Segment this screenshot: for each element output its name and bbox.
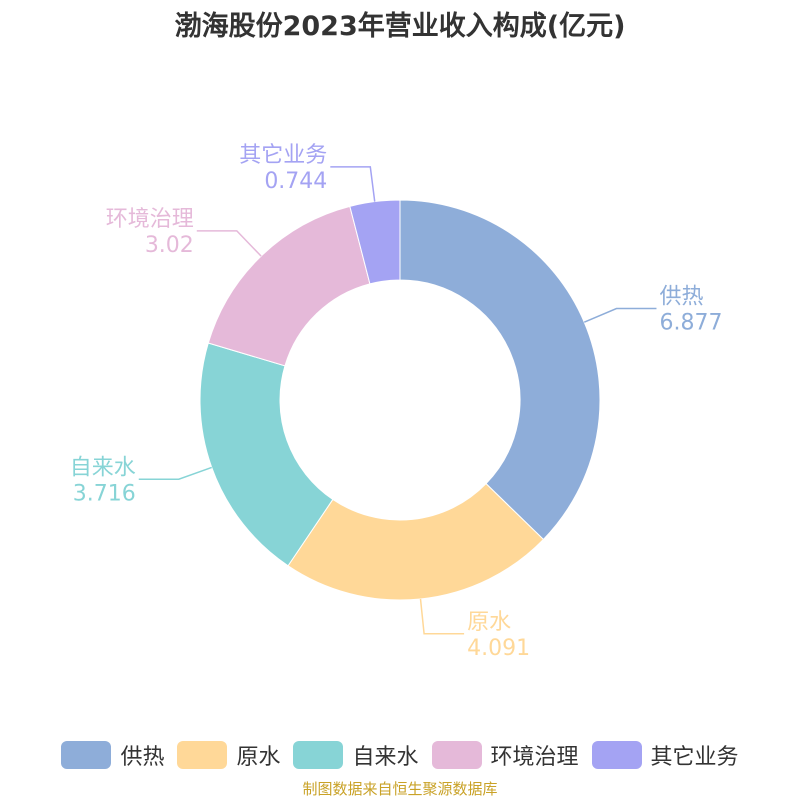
value-label-slice-3: 3.716 bbox=[73, 481, 136, 506]
donut-slice-1[interactable] bbox=[399, 199, 601, 541]
value-label-slice-1: 6.877 bbox=[659, 311, 722, 336]
value-label-slice-2: 4.091 bbox=[467, 636, 530, 661]
donut-slice-3[interactable] bbox=[199, 342, 334, 567]
donut-slice-2[interactable] bbox=[287, 482, 545, 601]
legend-swatch bbox=[431, 741, 482, 769]
leader-line-group bbox=[138, 166, 657, 635]
category-label-slice-2: 原水 bbox=[467, 610, 511, 635]
value-label-slice-5: 0.744 bbox=[264, 169, 327, 194]
legend-item-2[interactable]: 原水 bbox=[177, 739, 280, 771]
legend-label: 供热 bbox=[120, 745, 165, 770]
slice-group bbox=[199, 199, 601, 601]
leader-line-slice-2 bbox=[419, 598, 465, 635]
legend-label: 环境治理 bbox=[490, 745, 579, 770]
legend: 供热 原水 自来水 环境治理 其它业务 bbox=[0, 737, 800, 773]
category-label-slice-4: 环境治理 bbox=[106, 207, 194, 232]
value-label-slice-4: 3.02 bbox=[145, 233, 194, 258]
category-label-slice-1: 供热 bbox=[659, 285, 703, 310]
leader-line-slice-4 bbox=[196, 230, 262, 257]
legend-item-4[interactable]: 环境治理 bbox=[431, 739, 579, 771]
legend-swatch bbox=[591, 741, 642, 769]
category-label-slice-5: 其它业务 bbox=[239, 143, 327, 168]
category-label-slice-3: 自来水 bbox=[70, 455, 136, 480]
legend-item-5[interactable]: 其它业务 bbox=[591, 739, 739, 771]
leader-line-slice-3 bbox=[138, 466, 212, 481]
source-note: 制图数据来自恒生聚源数据库 bbox=[302, 780, 498, 798]
legend-label: 自来水 bbox=[352, 745, 419, 770]
legend-item-1[interactable]: 供热 bbox=[61, 739, 164, 771]
leader-line-slice-5 bbox=[330, 166, 376, 202]
legend-swatch bbox=[61, 741, 112, 769]
leader-line-slice-1 bbox=[583, 307, 657, 323]
legend-label: 其它业务 bbox=[650, 745, 739, 770]
legend-swatch bbox=[293, 741, 344, 769]
donut-slice-5[interactable] bbox=[349, 199, 401, 285]
legend-item-3[interactable]: 自来水 bbox=[293, 739, 419, 771]
chart-title: 渤海股份2023年营业收入构成(亿元) bbox=[174, 11, 626, 42]
legend-label: 原水 bbox=[236, 745, 281, 770]
legend-swatch bbox=[177, 741, 228, 769]
